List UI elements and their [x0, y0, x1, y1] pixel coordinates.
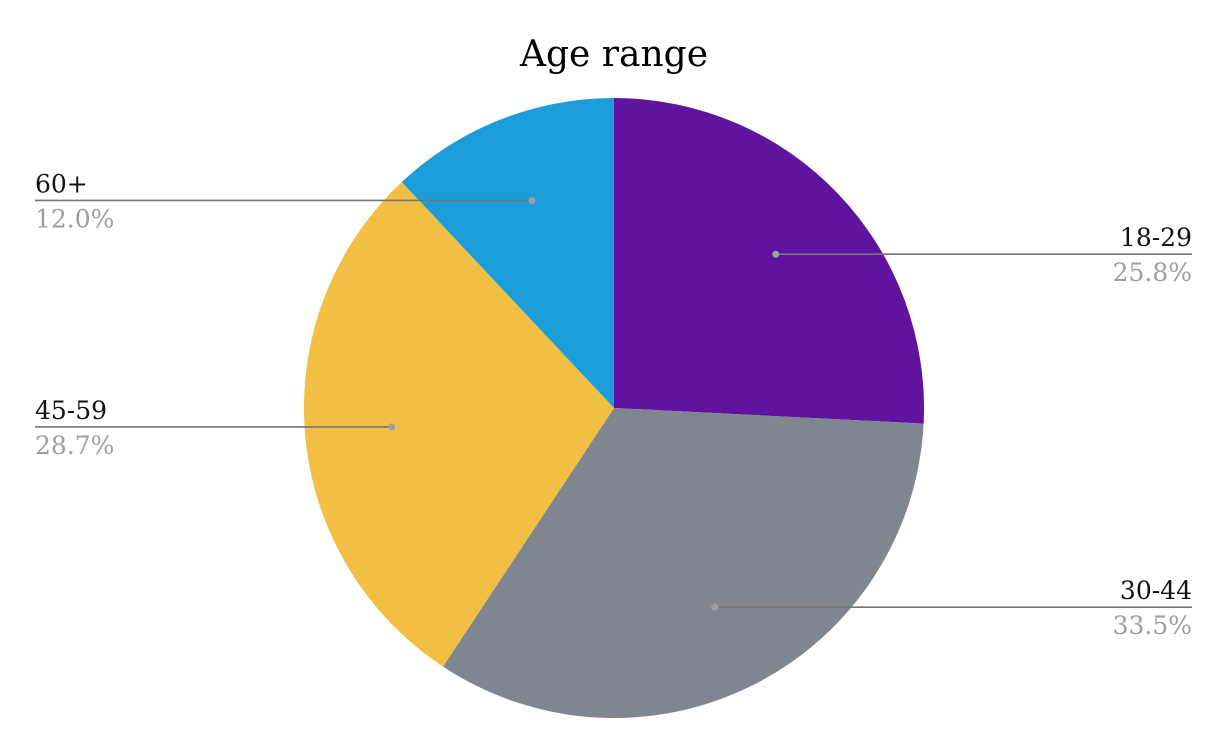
slice-percent-60: 12.0% — [35, 204, 114, 233]
slice-percent-30-44: 33.5% — [1113, 611, 1192, 640]
pie-slice-18-29 — [614, 98, 924, 424]
pie-slice-60 — [401, 98, 614, 408]
slice-label-45-59: 45-59 — [35, 396, 107, 425]
slice-label-60: 60+ — [35, 169, 88, 198]
slice-percent-18-29: 25.8% — [1113, 258, 1192, 287]
slice-labels: 18-29 25.8% 30-44 33.5% 45-59 28.7% 60+ 12.0% — [35, 169, 1192, 640]
slice-label-30-44: 30-44 — [1120, 576, 1192, 605]
leader-dot-18-29 — [772, 250, 780, 258]
leader-dot-60 — [528, 196, 536, 204]
slice-percent-45-59: 28.7% — [35, 431, 114, 460]
chart-title: Age range — [519, 34, 708, 75]
pie-slices — [303, 98, 924, 718]
slice-label-18-29: 18-29 — [1120, 223, 1192, 252]
leader-dot-30-44 — [711, 603, 719, 611]
pie-slice-45-59 — [303, 182, 614, 667]
pie-slice-30-44 — [442, 408, 924, 718]
leader-dot-45-59 — [388, 423, 396, 431]
